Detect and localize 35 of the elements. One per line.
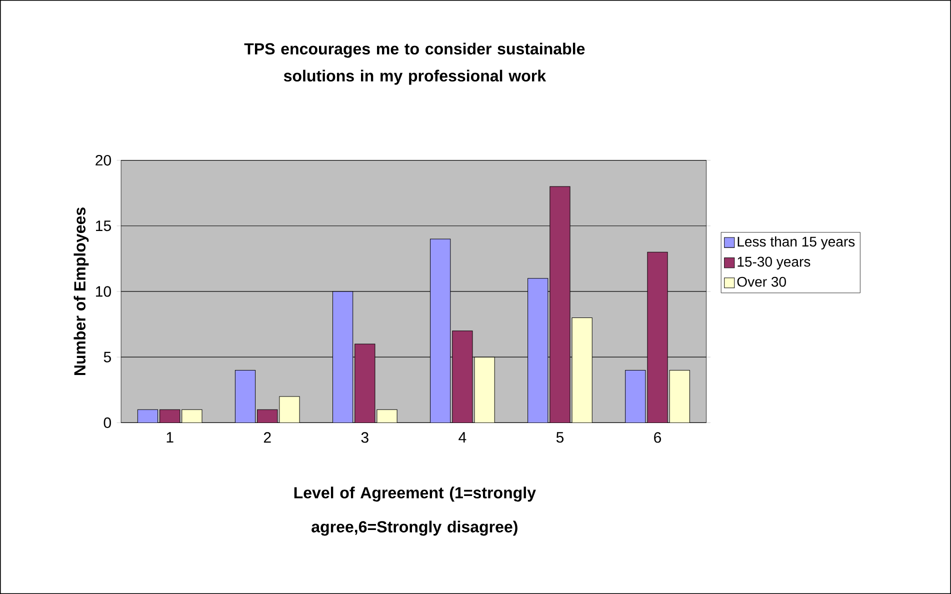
y-tick-label: 20 <box>96 154 111 166</box>
bar <box>279 396 300 423</box>
x-tick-label: 4 <box>458 432 466 442</box>
x-tick-label: 3 <box>361 432 368 443</box>
legend-label: 15-30 years <box>738 256 810 270</box>
x-tick-label: 6 <box>654 432 662 443</box>
bar <box>160 410 180 423</box>
legend-label: Less than 15 years <box>738 236 855 250</box>
y-tick-label: 15 <box>96 220 111 232</box>
y-tick-label: 5 <box>104 352 111 362</box>
y-axis-title: Number of Employees <box>74 208 89 376</box>
chart-title: TPS encourages me to consider sustainable solutions in my professional work <box>244 42 585 85</box>
legend-label: Over 30 <box>737 276 786 287</box>
bar <box>182 410 202 423</box>
bar <box>550 186 570 423</box>
x-tick-label: 2 <box>264 432 271 443</box>
bar <box>332 291 354 423</box>
bar <box>354 344 376 423</box>
x-tick-label: 5 <box>556 432 564 443</box>
bar <box>257 410 278 423</box>
bar <box>528 278 548 423</box>
bar <box>430 238 451 423</box>
x-axis-title: Level of Agreement (1=strongly agree,6=Strongly disagree) <box>294 486 536 536</box>
bar <box>669 370 690 423</box>
bar <box>474 356 495 423</box>
bar <box>572 317 592 423</box>
bar <box>234 370 256 423</box>
y-tick-label: 0 <box>104 417 111 428</box>
y-tick-label: 10 <box>96 286 111 297</box>
bar <box>376 410 398 423</box>
bar <box>452 330 473 423</box>
bar <box>625 370 646 423</box>
x-tick-label: 1 <box>166 432 174 442</box>
bar <box>138 410 158 423</box>
bar <box>647 252 668 423</box>
